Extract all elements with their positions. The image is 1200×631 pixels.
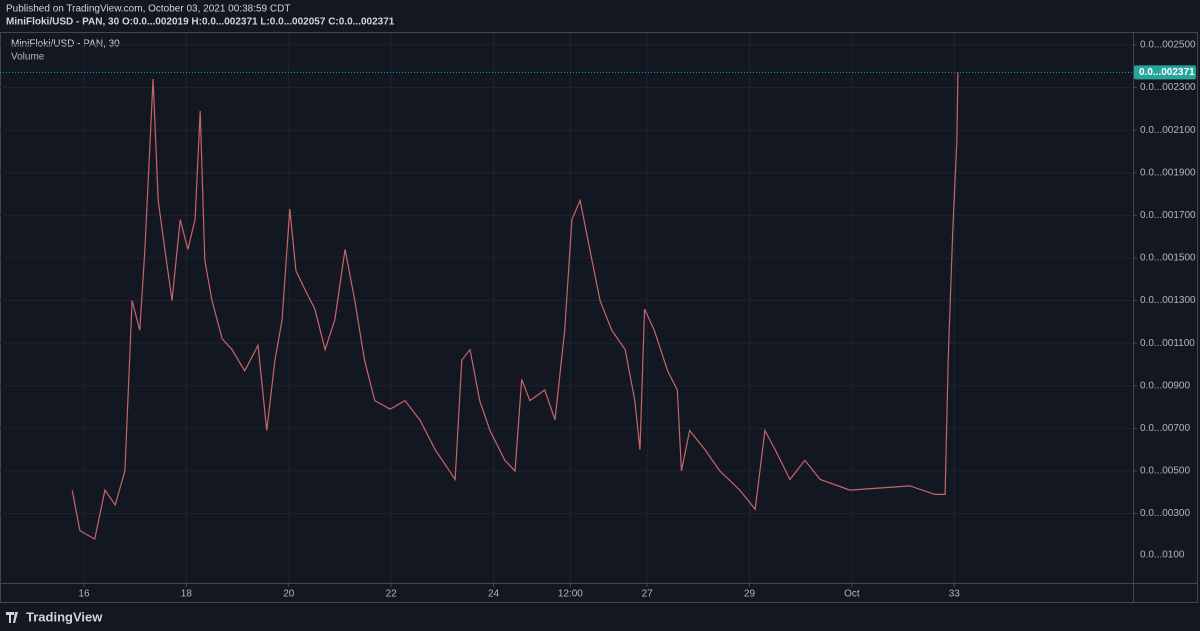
ohlc: MiniFloki/USD - PAN, 30 O:0.0...002019 H… [6,17,395,28]
y-tick-label: 0.0...002100 [1140,125,1196,136]
x-tick-label: 29 [744,589,756,600]
y-tick-label: 0.0...001900 [1140,167,1196,178]
x-tick-label: 16 [78,589,90,600]
logo-icon [6,612,18,623]
footer-logo: TradingView [26,609,103,624]
y-tick-label: 0.0...002500 [1140,40,1196,51]
y-tick-label: 0.0...001100 [1140,338,1195,349]
y-tick-label: 0.0...00500 [1140,466,1190,477]
y-tick-label: 0.0...00700 [1140,423,1190,434]
y-tick-label: 0.0...00300 [1140,508,1190,519]
y-tick-label: 0.0...002300 [1140,82,1196,93]
x-tick-label: Oct [844,589,860,600]
y-tick-label: 0.0...001500 [1140,253,1196,264]
y-tick-label: 0.0...001300 [1140,295,1196,306]
x-tick-label: 22 [386,589,398,600]
last-price-label: 0.0...002371 [1139,67,1195,78]
y-tick-label: 0.0...001700 [1140,210,1196,221]
x-tick-label: 33 [949,589,961,600]
published: Published on TradingView.com, October 03… [6,4,290,15]
y-tick-label: 0.0...00900 [1140,380,1190,391]
x-tick-label: 18 [181,589,193,600]
price-line [71,72,959,541]
volume-tick: 0.0...0100 [1140,550,1185,561]
x-tick-label: 20 [283,589,295,600]
last-price-box [1134,65,1196,80]
frame [0,32,1198,603]
x-tick-label: 27 [642,589,654,600]
volume-legend: Volume [11,52,45,63]
chart-title: MiniFloki/USD - PAN, 30 [11,39,120,50]
x-tick-label: 12:00 [558,589,583,600]
x-tick-label: 24 [488,589,500,600]
